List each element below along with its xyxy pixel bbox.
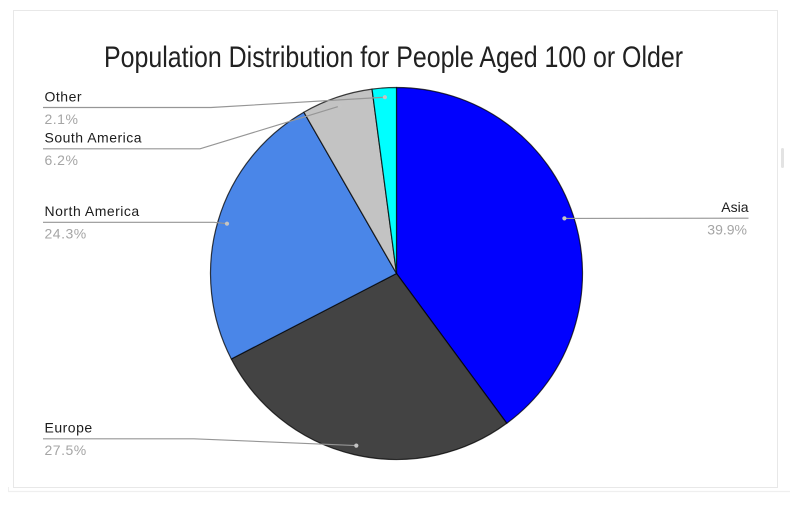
svg-text:2.1%: 2.1% xyxy=(45,111,79,127)
svg-text:Europe: Europe xyxy=(45,420,93,436)
svg-text:South America: South America xyxy=(45,130,143,146)
svg-text:27.5%: 27.5% xyxy=(45,442,87,458)
svg-text:Asia: Asia xyxy=(721,199,748,215)
svg-text:6.2%: 6.2% xyxy=(45,152,79,168)
svg-text:North America: North America xyxy=(45,203,140,219)
svg-text:Population Distribution for Pe: Population Distribution for People Aged … xyxy=(104,41,683,74)
svg-text:Other: Other xyxy=(45,88,83,104)
svg-text:24.3%: 24.3% xyxy=(45,226,87,242)
svg-text:39.9%: 39.9% xyxy=(707,222,747,238)
